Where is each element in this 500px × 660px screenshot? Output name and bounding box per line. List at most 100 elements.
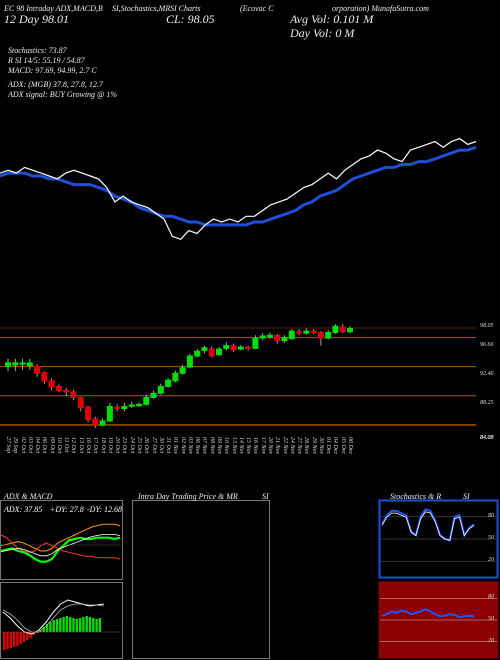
candle-body	[274, 334, 281, 342]
rsi-readout: R SI 14/5: 55.19 / 54.87	[8, 56, 85, 65]
candle-body	[179, 367, 186, 374]
header-line1-mid3: (Ecovac C	[240, 4, 274, 13]
signal-line	[2, 603, 104, 633]
macd-bar	[92, 618, 95, 632]
candle-body	[296, 331, 303, 334]
header-line1-left: EC 98 Intraday ADX,MACD,B	[4, 4, 103, 13]
macd-bar	[32, 632, 36, 635]
macd-bar	[95, 619, 98, 632]
candle-body	[121, 405, 128, 410]
candle-body	[332, 325, 339, 334]
x-axis-label: 30 Nov	[317, 437, 324, 455]
x-axis-label: 24 Nov	[288, 437, 295, 455]
x-axis-label: 24 Oct	[128, 437, 135, 454]
candle-body	[55, 385, 62, 392]
candle-body	[216, 348, 223, 356]
macd-bar	[62, 617, 65, 632]
candle-body	[34, 365, 41, 374]
x-axis-label: 08 Nov	[208, 437, 215, 455]
macd-bar	[36, 632, 39, 633]
x-axis-label: 13 Nov	[230, 437, 237, 455]
x-axis-label: 23 Oct	[121, 437, 128, 454]
macd-bar	[45, 624, 49, 632]
x-axis-label: 09 Oct	[48, 437, 55, 454]
candle-body	[186, 355, 193, 368]
x-axis-label: 28 Nov	[303, 437, 310, 455]
x-axis-label: 10 Nov	[223, 437, 230, 455]
candle-body	[303, 330, 310, 334]
x-axis-label: 04 Oct	[34, 437, 41, 454]
macd-bar	[6, 632, 9, 649]
price-label: 88.25	[480, 399, 494, 406]
x-axis-label: 06 Nov	[194, 437, 201, 455]
ema-line	[0, 145, 477, 227]
candle-body	[143, 396, 150, 405]
x-axis-label: 30 Oct	[157, 437, 164, 454]
macd-bar	[49, 622, 52, 632]
minus-di-value: -DY: 12.68	[87, 505, 123, 514]
candle-body	[5, 362, 11, 367]
price-label: 92.46	[480, 370, 494, 377]
candle-body	[325, 332, 332, 339]
macd-bar	[65, 616, 69, 632]
ema-price-chart	[0, 137, 477, 240]
intraday-title: Intra Day Trading Price & MR	[138, 492, 238, 501]
x-axis-label: 02 Oct	[19, 437, 26, 454]
candle-body	[92, 418, 99, 426]
adx-macd-panel	[0, 500, 123, 659]
x-axis-label: 20 Oct	[114, 437, 121, 454]
macd-bar	[82, 617, 85, 632]
candle-body	[150, 392, 157, 398]
stoch-title-right: SI	[463, 492, 470, 501]
x-axis-label: 26 Oct	[143, 437, 150, 454]
candle-body	[172, 372, 179, 382]
x-axis-label: 20 Nov	[266, 437, 273, 455]
macd-bar	[16, 632, 19, 646]
x-axis-label: 31 Oct	[165, 437, 172, 454]
candle-body	[77, 396, 84, 409]
x-axis-label: 03 Oct	[26, 437, 33, 454]
x-axis-label: 03 Nov	[186, 437, 193, 455]
close-value: CL: 98.05	[166, 12, 215, 26]
candle-body	[157, 385, 164, 394]
candle-body	[266, 334, 273, 338]
candle-body	[339, 326, 346, 333]
candle-body	[48, 380, 55, 388]
stochastics-rsi-panel	[378, 499, 499, 659]
macd-bar	[59, 618, 62, 632]
x-axis-label: 01 Dec	[325, 437, 332, 455]
candle-body	[99, 420, 106, 426]
x-axis-label: 04 Dec	[332, 437, 339, 455]
candle-body	[237, 346, 244, 350]
intraday-frame	[132, 500, 270, 659]
macd-bar	[9, 632, 12, 648]
candle-body	[223, 345, 230, 349]
intraday-panel	[132, 500, 270, 659]
x-axis-label: 01 Nov	[172, 437, 179, 455]
x-axis-label: 16 Oct	[85, 437, 92, 454]
candle-body	[12, 362, 19, 366]
macd-bar	[98, 618, 102, 632]
x-axis-label: 22 Nov	[281, 437, 288, 455]
x-axis-label: 02 Nov	[179, 437, 186, 455]
x-axis-label: 27 Nov	[296, 437, 303, 455]
adx-macd-title: ADX & MACD	[4, 492, 53, 501]
x-axis-label: 18 Oct	[99, 437, 106, 454]
adx-readout: ADX: (MGB) 37.8, 27.8, 12.7	[8, 80, 103, 89]
macd-panel-frame	[0, 582, 123, 659]
candle-body	[106, 405, 113, 422]
macd-bar	[55, 619, 59, 632]
x-axis-label: 21 Nov	[274, 437, 281, 455]
x-axis-label: 06 Oct	[41, 437, 48, 454]
plus-di-value: +DY: 27.8	[50, 505, 84, 514]
x-axis-label: 07 Nov	[201, 437, 208, 455]
x-axis-label: 10 Oct	[55, 437, 62, 454]
x-axis-label: 15 Nov	[245, 437, 252, 455]
price-label: 98.05	[480, 323, 494, 330]
candle-body	[135, 403, 142, 407]
stoch-k-line	[381, 508, 475, 542]
stoch-tick: 20	[488, 557, 494, 564]
price-label: 96.66	[480, 341, 494, 348]
macd-bar	[72, 618, 75, 632]
stoch-title: Stochastics & R	[390, 492, 442, 501]
